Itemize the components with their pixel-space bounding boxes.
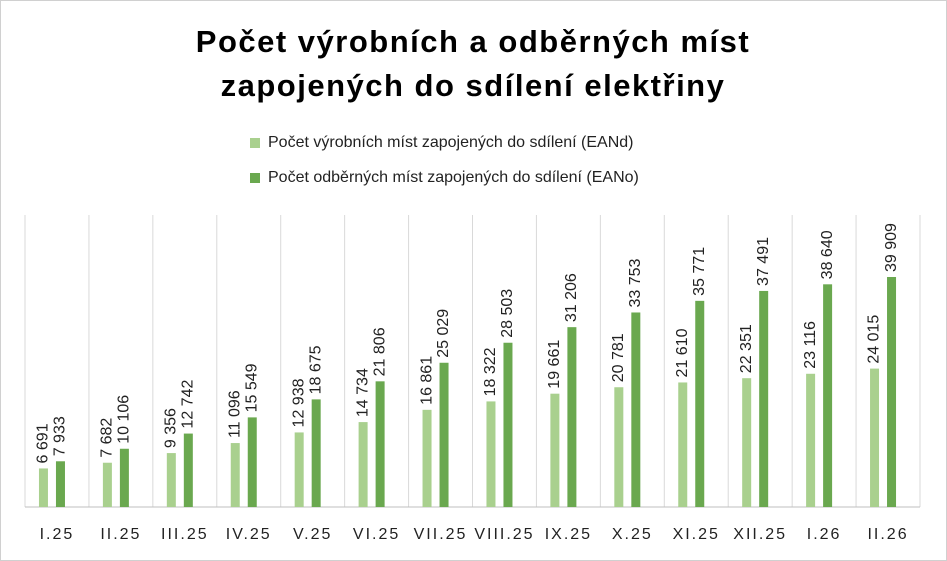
bar bbox=[119, 448, 129, 507]
value-label: 33 753 bbox=[627, 258, 644, 307]
x-tick-label: XII.25 bbox=[733, 526, 787, 543]
value-label: 21 610 bbox=[674, 328, 691, 377]
value-label: 35 771 bbox=[691, 247, 708, 296]
legend-label: Počet výrobních míst zapojených do sdíle… bbox=[268, 134, 634, 151]
value-label: 23 116 bbox=[802, 321, 819, 369]
bar bbox=[294, 432, 304, 507]
bar bbox=[759, 290, 769, 507]
value-label: 16 861 bbox=[418, 356, 435, 405]
value-label: 12 938 bbox=[290, 378, 307, 427]
bar bbox=[102, 462, 112, 507]
value-label: 38 640 bbox=[819, 230, 836, 279]
legend-swatch bbox=[250, 173, 260, 183]
value-label: 37 491 bbox=[755, 237, 772, 286]
x-tick-label: IV.25 bbox=[226, 526, 272, 543]
legend-label: Počet odběrných míst zapojených do sdíle… bbox=[268, 169, 639, 186]
value-label: 9 356 bbox=[163, 408, 180, 448]
value-label: 10 106 bbox=[116, 395, 133, 444]
bar bbox=[887, 277, 897, 507]
x-tick-label: I.26 bbox=[807, 526, 842, 543]
value-label: 11 096 bbox=[226, 390, 243, 438]
x-tick-label: III.25 bbox=[161, 526, 209, 543]
x-tick-label: VI.25 bbox=[353, 526, 400, 543]
value-label: 24 015 bbox=[866, 315, 883, 364]
value-label: 6 691 bbox=[35, 423, 52, 463]
bar bbox=[486, 401, 496, 507]
value-label: 39 909 bbox=[883, 223, 900, 272]
bar bbox=[358, 422, 368, 507]
bar bbox=[166, 453, 176, 507]
bar bbox=[567, 327, 577, 507]
value-label: 20 781 bbox=[610, 333, 627, 382]
bar bbox=[311, 399, 321, 507]
x-tick-label: II.25 bbox=[100, 526, 141, 543]
value-label: 21 806 bbox=[371, 327, 388, 376]
legend-swatch bbox=[250, 138, 260, 148]
bar bbox=[550, 393, 560, 507]
bar bbox=[631, 312, 641, 507]
value-label: 7 933 bbox=[52, 416, 69, 456]
bar bbox=[742, 378, 752, 507]
bar bbox=[870, 368, 880, 507]
value-label: 22 351 bbox=[738, 324, 755, 373]
value-label: 15 549 bbox=[243, 363, 260, 412]
bar bbox=[614, 387, 624, 507]
bar bbox=[823, 284, 833, 507]
value-label: 18 322 bbox=[482, 347, 499, 396]
bar bbox=[806, 373, 816, 507]
value-label: 28 503 bbox=[499, 289, 516, 338]
x-tick-label: IX.25 bbox=[545, 526, 592, 543]
value-label: 12 742 bbox=[180, 380, 197, 429]
bar bbox=[375, 381, 385, 507]
value-label: 19 661 bbox=[546, 340, 563, 389]
chart-title: Počet výrobních a odběrných míst zapojen… bbox=[195, 24, 751, 103]
bar bbox=[503, 342, 513, 507]
x-tick-label: X.25 bbox=[612, 526, 653, 543]
x-tick-label: VII.25 bbox=[414, 526, 468, 543]
bar bbox=[422, 409, 432, 507]
bar bbox=[38, 468, 48, 507]
value-label: 14 734 bbox=[354, 368, 371, 417]
x-tick-label: II.26 bbox=[867, 526, 908, 543]
x-tick-label: XI.25 bbox=[673, 526, 720, 543]
value-label: 7 682 bbox=[99, 418, 116, 458]
value-label: 25 029 bbox=[435, 309, 452, 358]
bar bbox=[183, 433, 193, 507]
bar bbox=[678, 382, 688, 507]
x-tick-label: V.25 bbox=[293, 526, 332, 543]
bar bbox=[230, 443, 240, 507]
value-label: 18 675 bbox=[307, 345, 324, 394]
bar bbox=[439, 362, 449, 507]
x-tick-label: I.25 bbox=[40, 526, 75, 543]
bar bbox=[695, 300, 705, 507]
bar bbox=[247, 417, 257, 507]
value-label: 31 206 bbox=[563, 273, 580, 322]
bar bbox=[55, 461, 65, 507]
x-tick-label: VIII.25 bbox=[474, 526, 534, 543]
